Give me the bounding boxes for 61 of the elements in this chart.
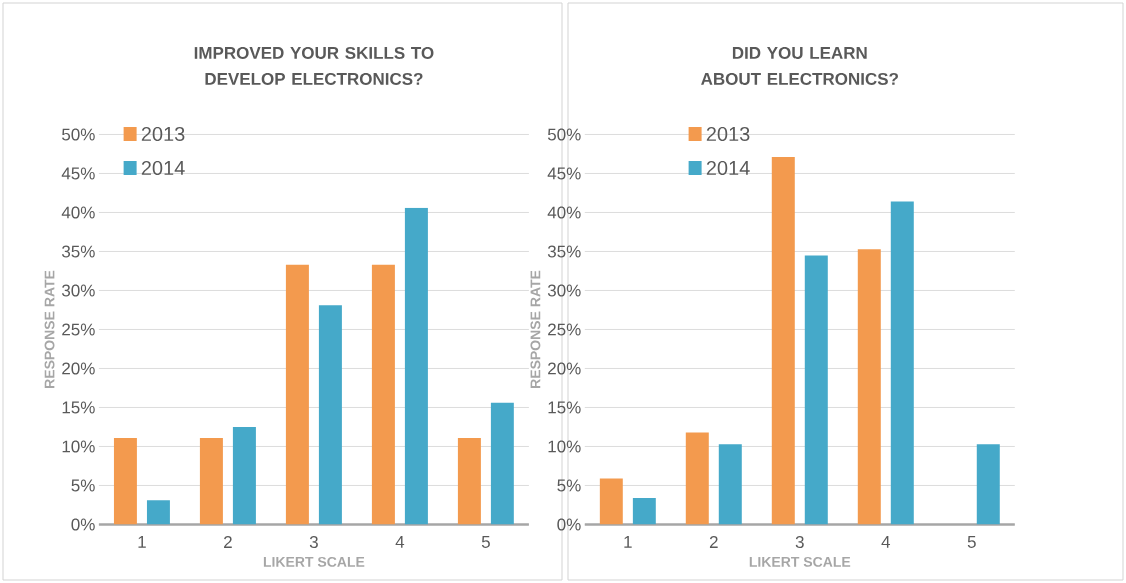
y-tick-label: 25% [62,323,95,336]
bar [804,255,828,525]
bar [771,157,795,525]
y-tick-label: 15% [62,401,95,414]
legend-label: 2014 [141,160,185,176]
y-tick-label: 50% [547,128,581,141]
bar [718,444,742,525]
x-tick-label: 2 [709,536,718,548]
y-tick-label: 40% [61,206,95,219]
legend-label: 2014 [706,160,750,176]
x-tick-label: 5 [967,536,976,548]
y-tick-label: 5% [557,479,581,492]
y-tick-label: 20% [62,362,95,375]
bar [976,444,1000,525]
chart-title: IMPROVED YOUR SKILLS TO DEVELOP ELECTRONICS? [194,46,434,85]
y-tick-label: 0% [557,518,581,531]
legend-label: 2013 [706,126,750,142]
bar [371,264,395,525]
y-tick-label: 0% [71,518,95,531]
x-tick-label: 3 [309,536,318,549]
x-tick-label: 4 [881,536,891,548]
bar [857,249,881,525]
y-tick-label: 5% [71,479,95,492]
bar [599,478,623,525]
x-tick-label: 1 [138,536,146,548]
y-axis-title: RESPONSE RATE [44,270,55,388]
bar [890,201,914,525]
x-tick-label: 5 [481,536,490,548]
y-tick-label: 35% [547,245,581,258]
bar [404,207,428,525]
bar [199,437,223,525]
bar [232,426,256,525]
y-tick-label: 35% [62,245,95,258]
y-tick-label: 20% [548,362,581,375]
y-tick-label: 50% [62,128,95,141]
bar [685,432,709,525]
x-tick-label: 3 [795,536,804,549]
y-tick-label: 45% [61,167,95,180]
x-tick-label: 1 [624,536,632,548]
x-tick-label: 2 [224,536,232,548]
bar [146,500,170,525]
y-tick-label: 25% [548,323,581,336]
bar [490,402,514,525]
chart-title: DID YOU LEARN ABOUT ELECTRONICS? [701,46,898,85]
y-tick-label: 30% [547,284,581,297]
bar [285,264,309,525]
x-axis-title: LIKERT SCALE [263,556,365,567]
y-tick-label: 15% [548,401,581,414]
bar [113,437,137,525]
y-tick-label: 30% [62,284,95,297]
x-tick-label: 4 [395,536,405,548]
legend-label: 2013 [141,126,185,142]
y-tick-label: 40% [547,206,581,219]
bar [632,497,656,525]
y-tick-label: 10% [548,440,581,453]
bar [457,437,481,525]
bar [318,305,342,525]
y-tick-label: 45% [547,167,581,180]
x-axis-title: LIKERT SCALE [749,556,851,567]
y-tick-label: 10% [62,440,95,453]
y-axis-title: RESPONSE RATE [530,270,541,388]
